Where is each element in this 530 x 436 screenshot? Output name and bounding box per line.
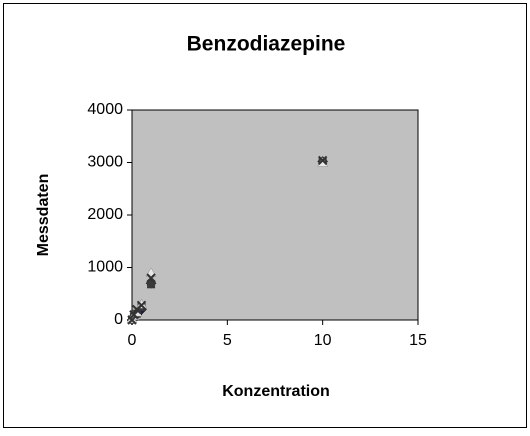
x-axis-label: Konzentration [222, 383, 330, 400]
x-tick-label: 0 [128, 332, 137, 349]
y-tick-label: 0 [114, 311, 123, 328]
point [136, 300, 147, 311]
point [146, 273, 156, 283]
y-axis-label: Messdaten [35, 174, 52, 257]
plot-area [131, 109, 419, 321]
x-tick-label: 10 [314, 332, 332, 349]
chart-title: Benzodiazepine [187, 33, 346, 56]
point [127, 315, 137, 325]
y-tick-label: 2000 [87, 206, 123, 223]
point [147, 280, 156, 289]
y-tick-label: 1000 [87, 259, 123, 276]
point [317, 155, 328, 166]
y-tick-label: 3000 [87, 154, 123, 171]
y-tick-label: 4000 [87, 101, 123, 118]
point [129, 310, 139, 320]
x-tick-label: 5 [223, 332, 232, 349]
x-tick-label: 15 [409, 332, 427, 349]
